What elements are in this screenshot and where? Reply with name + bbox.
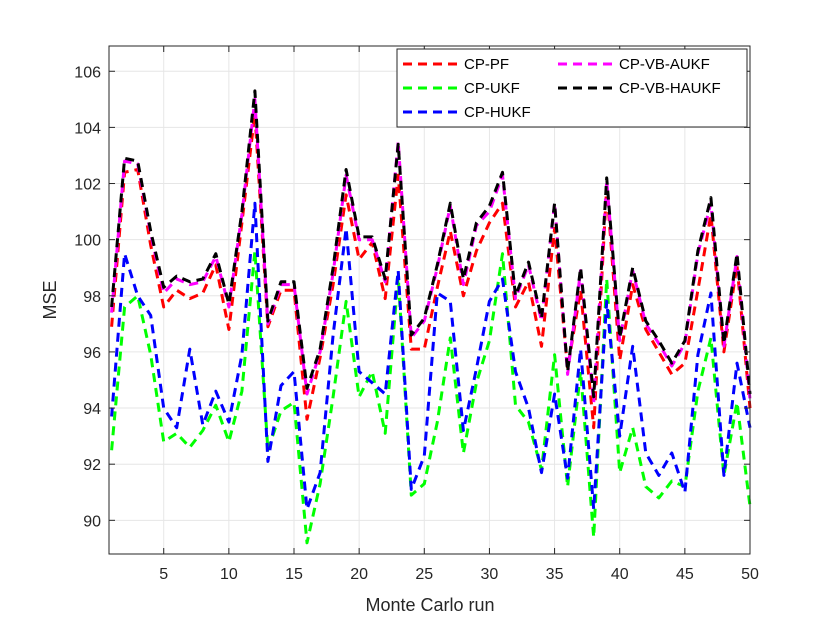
y-tick-label: 96 xyxy=(83,345,101,362)
legend-label: CP-UKF xyxy=(464,80,520,97)
series-line-cp-hukf xyxy=(110,201,752,511)
legend-label: CP-VB-HAUKF xyxy=(619,80,721,97)
series-line-cp-ukf xyxy=(110,249,752,545)
series-line-cp-vb-haukf xyxy=(110,89,752,399)
legend-item-cp-ukf: CP-UKF xyxy=(403,80,520,97)
series-lines xyxy=(110,89,752,545)
y-tick-label: 100 xyxy=(74,233,101,250)
legend: CP-PF CP-VB-AUKF CP-UKF CP-VB-HAUKF CP-HUKF xyxy=(396,48,748,128)
plot-background xyxy=(109,46,750,554)
x-axis-label: Monte Carlo run xyxy=(365,595,494,615)
legend-item-cp-vb-aukf: CP-VB-AUKF xyxy=(558,56,710,73)
x-tick-label: 5 xyxy=(159,566,168,583)
x-tick-label: 25 xyxy=(415,566,433,583)
y-tick-label: 94 xyxy=(83,401,101,418)
legend-label: CP-PF xyxy=(464,56,509,73)
plot-frame xyxy=(108,45,751,555)
legend-item-cp-vb-haukf: CP-VB-HAUKF xyxy=(558,80,721,97)
y-tick-label: 102 xyxy=(74,177,101,194)
y-tick-label: 104 xyxy=(74,120,101,137)
legend-item-cp-hukf: CP-HUKF xyxy=(403,104,531,121)
x-tick-label: 40 xyxy=(611,566,629,583)
y-axis-label: MSE xyxy=(40,280,60,319)
y-tick-labels: 90 92 94 96 98 100 102 104 106 xyxy=(74,64,101,530)
y-tick-label: 106 xyxy=(74,64,101,81)
x-tick-label: 30 xyxy=(481,566,499,583)
x-tick-label: 15 xyxy=(285,566,303,583)
x-tick-label: 10 xyxy=(220,566,238,583)
x-tick-label: 20 xyxy=(350,566,368,583)
legend-label: CP-HUKF xyxy=(464,104,531,121)
legend-label: CP-VB-AUKF xyxy=(619,56,710,73)
y-tick-label: 98 xyxy=(83,289,101,306)
x-tick-label: 35 xyxy=(546,566,564,583)
legend-item-cp-pf: CP-PF xyxy=(403,56,509,73)
y-tick-label: 92 xyxy=(83,457,101,474)
x-tick-labels: 5 10 15 20 25 30 35 40 45 50 xyxy=(159,566,759,583)
y-tick-label: 90 xyxy=(83,513,101,530)
x-tick-label: 45 xyxy=(676,566,694,583)
x-tick-label: 50 xyxy=(741,566,759,583)
